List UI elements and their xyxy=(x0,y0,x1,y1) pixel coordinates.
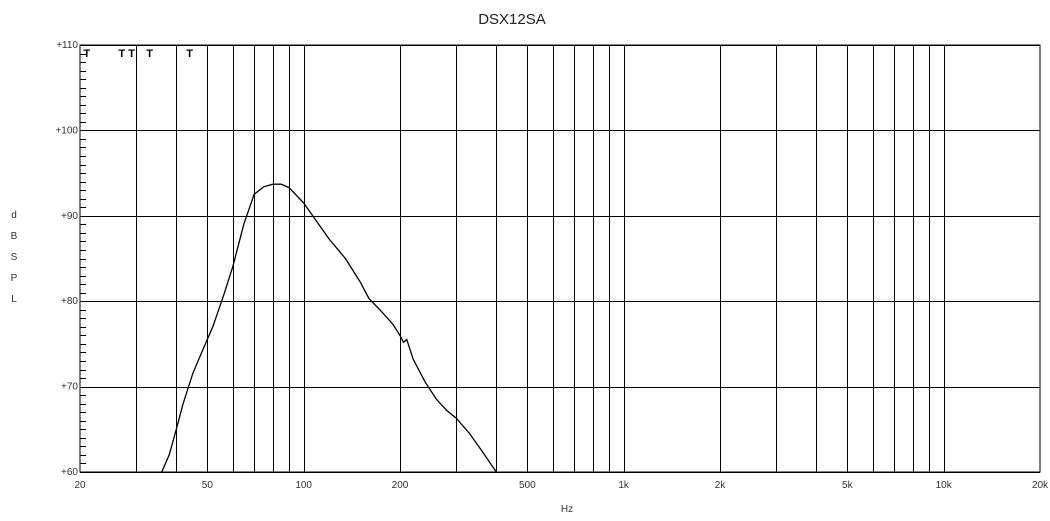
x-tick-label: 200 xyxy=(392,480,409,491)
limit-marker: T xyxy=(128,48,135,60)
x-tick-label: 100 xyxy=(295,480,312,491)
limit-marker: T xyxy=(83,48,90,60)
y-tick-labels: +60 +70 +80 +90 +100 +110 xyxy=(55,40,78,478)
x-tick-labels: 20 50 100 200 500 1k 2k 5k 10k 20k xyxy=(74,480,1049,491)
x-tick-label: 10k xyxy=(936,480,953,491)
y-tick-label: +60 xyxy=(61,467,78,478)
y-tick-label: +100 xyxy=(55,125,78,136)
series xyxy=(161,183,497,473)
y-tick-label: +70 xyxy=(61,382,78,393)
y-axis-label-char: d xyxy=(11,210,17,221)
y-axis-label-char: S xyxy=(11,252,18,263)
x-tick-label: 50 xyxy=(202,480,214,491)
x-tick-label: 500 xyxy=(519,480,536,491)
limit-marker: T xyxy=(186,48,193,60)
x-axis-label: Hz xyxy=(561,504,573,515)
y-tick-label: +110 xyxy=(56,40,78,51)
y-tick-label: +80 xyxy=(61,296,78,307)
limit-marker: T xyxy=(146,48,153,60)
limit-marker: T xyxy=(118,48,125,60)
plot-frame xyxy=(79,44,1041,473)
x-tick-label: 1k xyxy=(618,480,630,491)
response-curve xyxy=(161,183,497,473)
grid xyxy=(80,45,1040,473)
y-axis-label-char: P xyxy=(11,273,18,284)
x-tick-label: 5k xyxy=(842,480,854,491)
y-tick-label: +90 xyxy=(61,211,78,222)
chart-title: DSX12SA xyxy=(478,11,546,28)
y-axis-label-char: L xyxy=(11,294,17,305)
x-tick-label: 2k xyxy=(715,480,727,491)
x-tick-label: 20k xyxy=(1032,480,1049,491)
x-tick-label: 20 xyxy=(74,480,86,491)
y-axis-label-char: B xyxy=(11,231,18,242)
